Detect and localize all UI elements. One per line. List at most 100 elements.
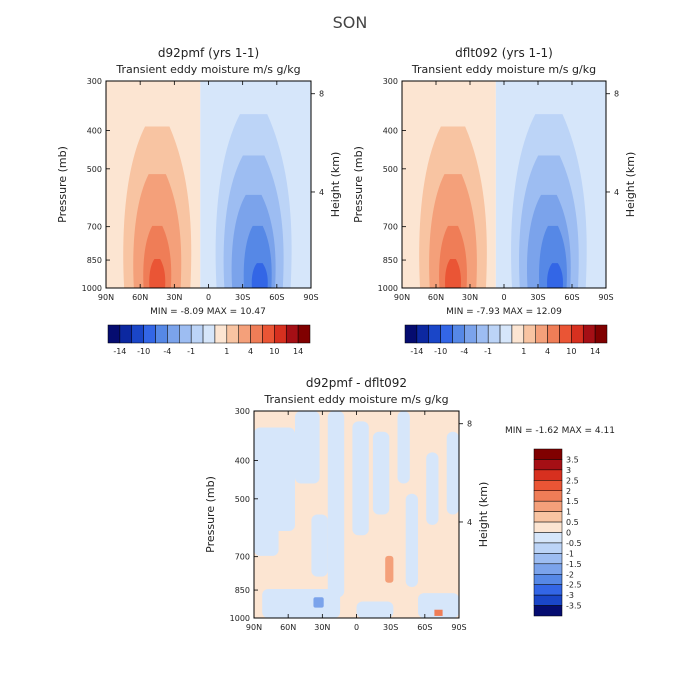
x-tick-label: 30N bbox=[462, 293, 478, 302]
x-tick-label: 0 bbox=[501, 293, 506, 302]
colorbar-label: 2.5 bbox=[566, 476, 579, 485]
negative-region bbox=[426, 452, 439, 525]
panel-1: d92pmf (yrs 1-1) Transient eddy moisture … bbox=[56, 46, 342, 302]
y-tick-label: 850 bbox=[383, 256, 398, 265]
colorbar-label: -14 bbox=[113, 347, 126, 356]
panel-subtitle: Transient eddy moisture m/s g/kg bbox=[411, 63, 596, 76]
colorbar-swatch bbox=[428, 324, 441, 344]
colorbar-swatch bbox=[571, 324, 584, 344]
height-tick-label: 8 bbox=[467, 420, 472, 429]
colorbar-swatch bbox=[533, 511, 563, 523]
y-tick-label: 1000 bbox=[378, 284, 398, 293]
y-tick-label: 700 bbox=[383, 223, 398, 232]
negative-region bbox=[313, 597, 324, 608]
y-axis-right-label: Height (km) bbox=[624, 152, 637, 218]
x-tick-label: 60N bbox=[428, 293, 444, 302]
y-axis-label: Pressure (mb) bbox=[56, 146, 69, 223]
colorbar-swatch bbox=[226, 324, 239, 344]
x-tick-label: 60N bbox=[280, 623, 296, 632]
negative-contour bbox=[251, 263, 268, 288]
colorbar-swatch bbox=[131, 324, 144, 344]
x-tick-label: 60S bbox=[417, 623, 432, 632]
colorbar-swatch bbox=[487, 324, 501, 344]
y-tick-label: 1000 bbox=[230, 614, 250, 623]
colorbar-swatch bbox=[499, 324, 513, 344]
y-tick-label: 850 bbox=[87, 256, 102, 265]
colorbar-swatch bbox=[533, 521, 563, 533]
x-tick-label: 90N bbox=[98, 293, 114, 302]
colorbar-swatch bbox=[297, 324, 311, 344]
colorbar-swatch bbox=[119, 324, 133, 344]
height-tick-label: 4 bbox=[614, 188, 619, 197]
colorbar-swatch bbox=[559, 324, 572, 344]
colorbar-swatch bbox=[416, 324, 430, 344]
y-axis-label: Pressure (mb) bbox=[352, 146, 365, 223]
plot-area bbox=[402, 81, 606, 288]
x-tick-label: 30S bbox=[530, 293, 545, 302]
negative-region bbox=[405, 493, 418, 587]
colorbar-swatch bbox=[262, 324, 275, 344]
x-tick-label: 90N bbox=[394, 293, 410, 302]
colorbar-label: -2 bbox=[566, 570, 574, 579]
positive-contour bbox=[149, 259, 166, 288]
colorbar-swatch bbox=[533, 500, 563, 512]
x-tick-label: 90S bbox=[451, 623, 466, 632]
colorbar-swatch bbox=[533, 594, 563, 606]
x-tick-label: 30S bbox=[235, 293, 250, 302]
y-tick-label: 500 bbox=[383, 165, 398, 174]
colorbar-swatch bbox=[452, 324, 465, 344]
colorbar-swatch bbox=[404, 324, 418, 344]
height-tick-label: 8 bbox=[319, 90, 324, 99]
colorbar-swatch bbox=[214, 324, 228, 344]
colorbar-label: -4 bbox=[163, 347, 171, 356]
x-tick-label: 0 bbox=[206, 293, 211, 302]
min-max-stats: MIN = -7.93 MAX = 12.09 bbox=[446, 307, 562, 317]
colorbar-swatch bbox=[533, 542, 563, 554]
colorbar-swatch bbox=[143, 324, 156, 344]
positive-region bbox=[385, 555, 394, 583]
colorbar-label: -1.5 bbox=[566, 560, 582, 569]
colorbar-label: -1 bbox=[484, 347, 492, 356]
y-tick-label: 400 bbox=[383, 126, 398, 135]
colorbar-swatch bbox=[533, 605, 563, 617]
colorbar-label: -1 bbox=[187, 347, 195, 356]
colorbar-swatch bbox=[594, 324, 608, 344]
colorbar-swatch bbox=[274, 324, 287, 344]
colorbar-label: -10 bbox=[137, 347, 150, 356]
y-tick-label: 500 bbox=[87, 165, 102, 174]
colorbar-label: 3 bbox=[566, 466, 571, 475]
colorbar-swatch bbox=[179, 324, 192, 344]
panel-subtitle: Transient eddy moisture m/s g/kg bbox=[115, 63, 300, 76]
negative-region bbox=[446, 431, 459, 515]
colorbar-label: 0 bbox=[566, 529, 571, 538]
colorbar-swatch bbox=[533, 459, 563, 471]
panel-3: d92pmf - dflt092 Transient eddy moisture … bbox=[204, 376, 490, 632]
colorbar-swatch bbox=[533, 532, 563, 544]
colorbar-swatch bbox=[202, 324, 216, 344]
x-tick-label: 60S bbox=[269, 293, 284, 302]
colorbar-label: -3 bbox=[566, 591, 574, 600]
height-tick-label: 4 bbox=[467, 518, 472, 527]
colorbar-swatch bbox=[155, 324, 168, 344]
negative-region bbox=[356, 601, 394, 618]
y-tick-label: 700 bbox=[87, 223, 102, 232]
colorbar-label: 10 bbox=[269, 347, 279, 356]
colorbar-swatch bbox=[464, 324, 477, 344]
x-tick-label: 90S bbox=[303, 293, 318, 302]
colorbar-swatch bbox=[107, 324, 121, 344]
colorbar-swatch bbox=[167, 324, 180, 344]
panel-title: dflt092 (yrs 1-1) bbox=[455, 46, 553, 60]
positive-contour bbox=[445, 259, 461, 288]
colorbar-label: -0.5 bbox=[566, 539, 582, 548]
colorbar-label: 14 bbox=[293, 347, 303, 356]
colorbar-label: -1 bbox=[566, 549, 574, 558]
x-tick-label: 90S bbox=[598, 293, 613, 302]
colorbar-swatch bbox=[440, 324, 453, 344]
colorbar-label: 1 bbox=[224, 347, 229, 356]
colorbar-label: 4 bbox=[545, 347, 550, 356]
colorbar-swatch bbox=[547, 324, 560, 344]
panel-title: d92pmf - dflt092 bbox=[306, 376, 407, 390]
colorbar-label: 10 bbox=[566, 347, 576, 356]
y-tick-label: 400 bbox=[235, 456, 250, 465]
negative-region bbox=[254, 427, 295, 532]
